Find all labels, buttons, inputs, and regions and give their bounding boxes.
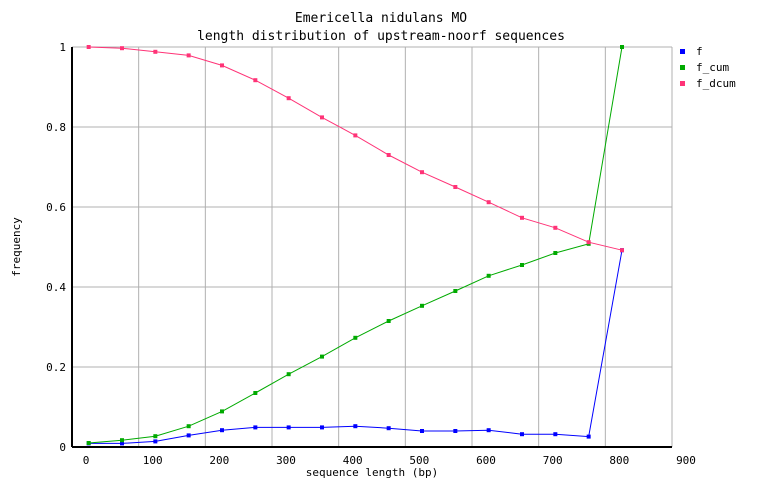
data-point-f_dcum xyxy=(453,185,458,189)
legend-marker-f xyxy=(680,49,685,54)
series-line-f xyxy=(88,250,623,444)
data-point-f_cum xyxy=(186,424,191,429)
data-point-f_dcum xyxy=(253,78,258,83)
data-point-f xyxy=(320,425,324,430)
y-axis-label: frequency xyxy=(10,217,23,277)
data-point-f_dcum xyxy=(620,248,624,253)
data-point-f_dcum xyxy=(320,115,324,120)
x-tick-label: 400 xyxy=(343,454,363,467)
y-tick-label: 0.2 xyxy=(46,361,66,374)
y-tick-label: 0.4 xyxy=(46,281,66,294)
data-point-f_cum xyxy=(220,409,224,414)
legend-marker-f_cum xyxy=(680,65,685,70)
data-point-f xyxy=(186,433,191,438)
x-tick-label: 0 xyxy=(83,454,90,467)
data-point-f xyxy=(286,425,291,430)
legend-label-f_cum: f_cum xyxy=(696,61,729,74)
x-tick-label: 500 xyxy=(409,454,429,467)
data-point-f_cum xyxy=(520,263,524,267)
data-point-f xyxy=(253,425,258,430)
series-line-f_cum xyxy=(88,46,623,444)
data-point-f xyxy=(386,426,391,431)
data-point-f_cum xyxy=(320,354,324,359)
data-point-f_cum xyxy=(453,289,458,293)
data-point-f_dcum xyxy=(386,153,391,157)
data-point-f xyxy=(453,429,458,433)
data-point-f_dcum xyxy=(353,133,358,138)
data-point-f_dcum xyxy=(120,46,124,51)
data-point-f_cum xyxy=(153,434,158,439)
y-tick-label: 0.8 xyxy=(46,121,66,134)
data-point-f_dcum xyxy=(153,49,158,54)
x-tick-label: 900 xyxy=(676,454,696,467)
x-tick-label: 700 xyxy=(543,454,563,467)
x-tick-label: 300 xyxy=(276,454,296,467)
data-point-f_cum xyxy=(620,45,624,49)
data-point-f xyxy=(486,428,491,433)
data-point-f_cum xyxy=(486,273,491,278)
data-point-f xyxy=(220,428,224,433)
x-tick-label: 200 xyxy=(209,454,229,467)
data-point-f_cum xyxy=(253,391,258,395)
legend-marker-f_dcum xyxy=(680,81,685,86)
x-tick-label: 100 xyxy=(143,454,163,467)
data-point-f_dcum xyxy=(520,215,524,220)
data-point-f xyxy=(353,424,358,429)
data-point-f_cum xyxy=(386,319,391,323)
legend-label-f: f xyxy=(696,45,703,58)
data-point-f_dcum xyxy=(286,96,291,101)
y-tick-label: 0 xyxy=(59,441,66,454)
data-point-f xyxy=(420,429,424,433)
y-tick-label: 1 xyxy=(59,41,66,54)
data-point-f_cum xyxy=(120,438,124,443)
data-point-f_dcum xyxy=(586,240,591,245)
x-tick-label: 800 xyxy=(609,454,629,467)
data-point-f_dcum xyxy=(186,53,191,58)
data-point-f_cum xyxy=(286,372,291,377)
data-point-f_dcum xyxy=(553,225,558,230)
data-point-f_cum xyxy=(553,251,558,255)
data-point-f_dcum xyxy=(486,200,491,205)
data-point-f_dcum xyxy=(220,63,224,68)
data-point-f xyxy=(153,439,158,444)
data-point-f xyxy=(586,434,591,439)
chart-subtitle: length distribution of upstream-noorf se… xyxy=(197,29,565,44)
data-point-f_cum xyxy=(353,335,358,340)
legend-label-f_dcum: f_dcum xyxy=(696,77,736,90)
data-point-f xyxy=(520,432,524,437)
data-point-f xyxy=(120,441,124,446)
series-line-f_dcum xyxy=(88,46,623,251)
data-point-f xyxy=(553,432,558,437)
x-tick-label: 600 xyxy=(476,454,496,467)
data-point-f_dcum xyxy=(420,170,424,175)
chart-title: Emericella nidulans MO xyxy=(295,11,467,26)
data-point-f_dcum xyxy=(86,45,91,49)
data-point-f_cum xyxy=(420,303,424,308)
data-point-f_cum xyxy=(86,441,91,445)
x-axis-label: sequence length (bp) xyxy=(306,466,438,479)
y-tick-label: 0.6 xyxy=(46,201,66,214)
